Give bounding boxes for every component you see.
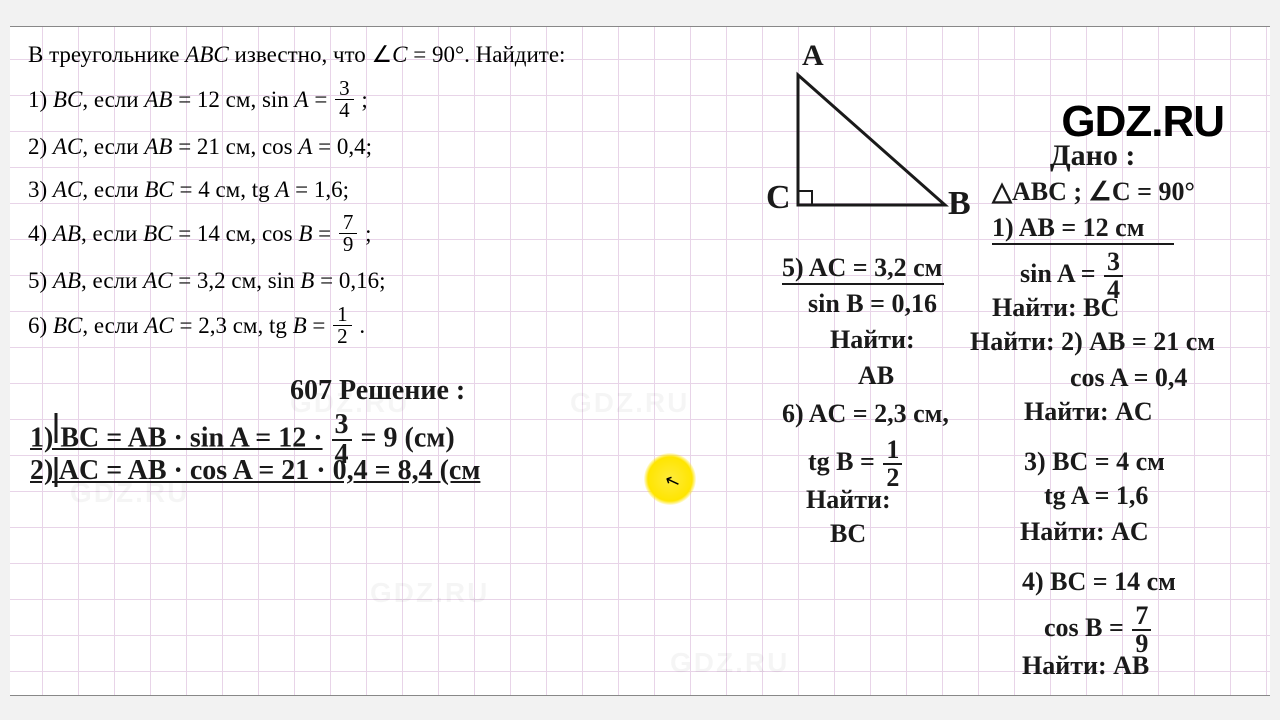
- dano-2a: Найти: 2) AB = 21 см: [970, 327, 1215, 357]
- dano-6-find2: BC: [830, 519, 866, 549]
- watermark: GDZ.RU: [670, 647, 789, 679]
- dano-6-find: Найти:: [806, 485, 891, 515]
- solution-title: 607 Решение :: [290, 375, 465, 407]
- dano-5b: sin B = 0,16: [808, 289, 937, 319]
- problem-intro: В треугольнике ABC известно, что ∠C = 90…: [28, 37, 608, 74]
- graph-paper-sheet: GDZ.RU GDZ.RU GDZ.RU GDZ.RU GDZ.RU В тре…: [10, 26, 1270, 696]
- dano-2b: cos A = 0,4: [1070, 363, 1187, 393]
- problem-item-1: 1) BC, если AB = 12 см, sin A = 34 ;: [28, 80, 608, 123]
- dano-6a: 6) AC = 2,3 см,: [782, 399, 949, 429]
- vertex-a-label: A: [802, 39, 824, 73]
- problem-item-4: 4) AB, если BC = 14 см, cos B = 79 ;: [28, 214, 608, 257]
- vertex-c-label: C: [766, 179, 791, 217]
- dano-5-find2: AB: [858, 361, 894, 391]
- problem-item-3: 3) AC, если BC = 4 см, tg A = 1,6;: [28, 172, 608, 209]
- problem-item-5: 5) AB, если AC = 3,2 см, sin B = 0,16;: [28, 263, 608, 300]
- dano-4b: cos B = 79: [1044, 603, 1153, 657]
- dano-4-find: Найти: AB: [1022, 651, 1149, 681]
- bracket-marks: [26, 407, 66, 497]
- dano-1a: 1) AB = 12 см: [992, 213, 1174, 245]
- dano-4a: 4) BC = 14 см: [1022, 567, 1176, 597]
- watermark: GDZ.RU: [370, 577, 489, 609]
- dano-5a: 5) AC = 3,2 см: [782, 253, 944, 285]
- dano-title: Дано :: [1050, 139, 1135, 173]
- problem-statement: В треугольнике ABC известно, что ∠C = 90…: [28, 37, 608, 355]
- triangle-diagram: [710, 47, 960, 227]
- dano-given: △ABC ; ∠C = 90°: [992, 177, 1195, 207]
- dano-3-find: Найти: AC: [1020, 517, 1149, 547]
- dano-1-find: Найти: BC: [992, 293, 1119, 323]
- dano-2-find: Найти: AC: [1024, 397, 1153, 427]
- watermark: GDZ.RU: [570, 387, 689, 419]
- dano-6b: tg B = 12: [808, 437, 904, 491]
- dano-3b: tg A = 1,6: [1044, 481, 1148, 511]
- dano-5-find: Найти:: [830, 325, 915, 355]
- problem-item-6: 6) BC, если AC = 2,3 см, tg B = 12 .: [28, 306, 608, 349]
- problem-item-2: 2) AC, если AB = 21 см, cos A = 0,4;: [28, 129, 608, 166]
- dano-3a: 3) BC = 4 см: [1024, 447, 1165, 477]
- solution-line-2: 2) AC = AB · cos A = 21 · 0,4 = 8,4 (см: [30, 455, 480, 487]
- vertex-b-label: B: [948, 185, 971, 223]
